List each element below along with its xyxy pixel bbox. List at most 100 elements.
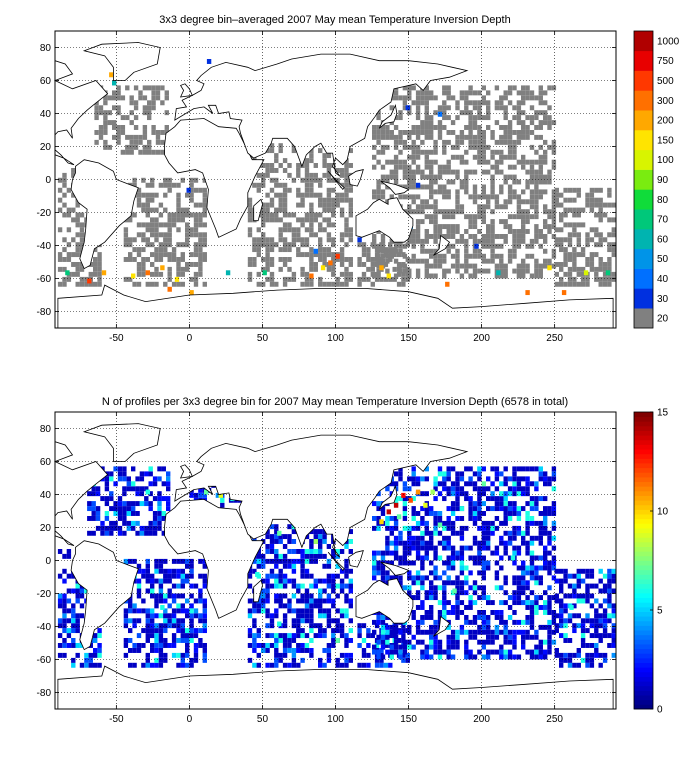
- bin-cell: [446, 555, 451, 561]
- bin-cell: [477, 506, 482, 512]
- bin-cell: [158, 247, 164, 253]
- bin-cell: [450, 179, 456, 185]
- bin-cell: [103, 100, 108, 106]
- bin-cell: [202, 237, 207, 243]
- bin-cell: [437, 575, 443, 581]
- bin-cell: [125, 134, 130, 140]
- bin-cell: [576, 578, 581, 584]
- bin-cell: [309, 262, 314, 267]
- bin-cell: [598, 568, 603, 574]
- colorbar-label: 50: [657, 254, 669, 265]
- bin-cell: [380, 615, 386, 620]
- bin-cell: [158, 222, 164, 228]
- bin-cell: [385, 134, 390, 140]
- bin-cell: [576, 212, 581, 218]
- bin-cell: [525, 619, 530, 625]
- bin-cell: [486, 615, 491, 620]
- bin-cell: [507, 194, 513, 200]
- bin-cell: [486, 506, 491, 512]
- bin-cell: [486, 476, 491, 482]
- bin-cell: [128, 217, 133, 223]
- bin-cell: [525, 130, 530, 135]
- bin-cell: [402, 268, 408, 274]
- bin-cell: [372, 644, 377, 650]
- bin-cell: [589, 568, 595, 574]
- bin-cell: [389, 481, 394, 487]
- bin-cell: [154, 558, 159, 564]
- bin-cell-highlight: [393, 502, 399, 508]
- bin-cell: [507, 516, 513, 521]
- bin-cell: [446, 610, 451, 615]
- bin-cell: [389, 540, 394, 546]
- bin-cell: [180, 573, 185, 579]
- bin-cell: [464, 649, 469, 655]
- bin-cell: [75, 247, 80, 253]
- bin-cell: [261, 172, 266, 178]
- bin-cell: [529, 550, 535, 556]
- bin-cell: [486, 125, 491, 130]
- bin-cell: [393, 139, 399, 145]
- bin-cell: [507, 214, 513, 220]
- bin-cell: [256, 187, 261, 193]
- bin-cell: [477, 125, 482, 130]
- bin-cell: [598, 212, 603, 218]
- bin-cell: [538, 644, 543, 650]
- bin-cell: [398, 268, 403, 274]
- bin-cell: [543, 654, 548, 660]
- bin-cell: [572, 588, 577, 594]
- bin-cell: [309, 539, 314, 544]
- bin-cell: [75, 222, 80, 228]
- bin-cell: [202, 648, 207, 653]
- bin-cell: [383, 643, 389, 648]
- bin-cell: [429, 214, 434, 220]
- bin-cell: [348, 598, 353, 604]
- bin-cell: [433, 144, 438, 150]
- bin-cell: [57, 598, 63, 604]
- bin-cell: [538, 85, 543, 91]
- bin-cell: [141, 222, 146, 228]
- bin-cell: [455, 530, 460, 536]
- bin-cell: [139, 525, 145, 531]
- bin-cell: [261, 558, 266, 564]
- bin-cell: [261, 207, 266, 213]
- bin-cell: [309, 252, 314, 258]
- bin-cell: [494, 471, 500, 477]
- bin-cell: [145, 638, 150, 643]
- bin-cell: [433, 530, 438, 536]
- bin-cell: [516, 110, 522, 116]
- bin-cell: [123, 232, 129, 238]
- bin-cell: [309, 202, 314, 208]
- bin-cell: [376, 184, 381, 190]
- bin-cell-highlight: [583, 270, 589, 276]
- bin-cell: [176, 628, 181, 634]
- bin-cell: [507, 229, 513, 234]
- bin-cell: [313, 192, 318, 198]
- bin-cell: [269, 148, 275, 154]
- bin-cell: [554, 652, 559, 658]
- bin-cell: [148, 481, 153, 487]
- bin-cell: [91, 491, 96, 497]
- bin-cell: [486, 105, 491, 111]
- bin-cell: [525, 525, 530, 531]
- bin-cell: [503, 105, 508, 111]
- bin-cell: [150, 182, 155, 188]
- bin-cell: [122, 491, 127, 497]
- bin-cell: [374, 643, 380, 648]
- bin-cell: [499, 125, 504, 130]
- bin-cell: [468, 134, 473, 140]
- bin-cell: [287, 172, 292, 178]
- bin-cell: [322, 202, 327, 208]
- bin-cell: [503, 629, 508, 635]
- bin-cell: [407, 184, 412, 190]
- bin-cell: [521, 199, 526, 205]
- bin-cell: [335, 549, 340, 554]
- bin-cell: [309, 652, 314, 658]
- bin-cell: [589, 237, 595, 243]
- bin-cell: [128, 628, 133, 634]
- bin-cell: [287, 638, 292, 643]
- bin-cell: [274, 613, 279, 619]
- bin-cell: [468, 570, 473, 576]
- bin-cell: [155, 95, 161, 101]
- bin-cell: [344, 613, 349, 619]
- bin-cell: [486, 234, 491, 239]
